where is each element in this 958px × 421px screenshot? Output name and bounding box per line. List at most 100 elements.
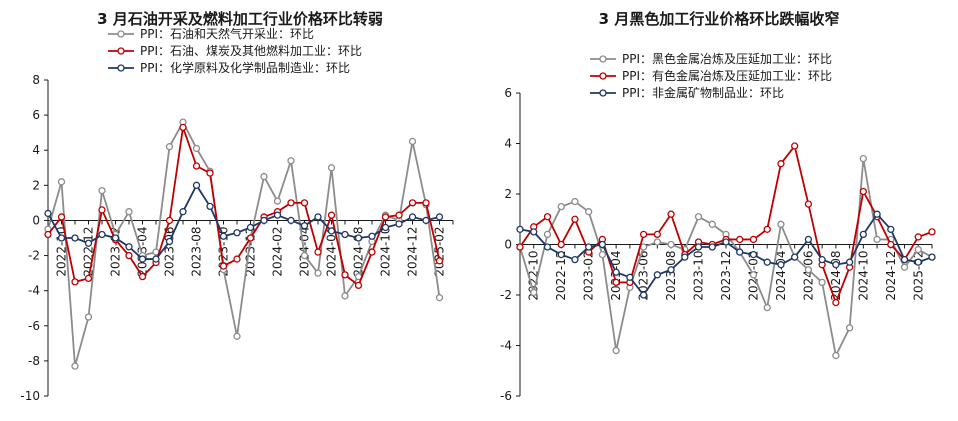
legend-label-2: PPI：化学原料及化学制品制造业：环比: [140, 60, 350, 75]
right-series-1-point: [763, 225, 771, 234]
right-series-0-point: [585, 208, 593, 216]
right-series-1-point: [543, 213, 552, 221]
x-tick-label: 2024-10: [379, 226, 393, 276]
left-series-1-point: [125, 251, 133, 260]
x-tick-label: 2024-10: [856, 251, 870, 301]
left-series-1-point: [408, 199, 417, 207]
left-series-2-point: [435, 213, 444, 221]
left-series-2-point: [300, 222, 309, 230]
right-series-0-point: [832, 351, 840, 360]
x-tick-label: 2023-12: [719, 251, 733, 301]
right-series-1-point: [571, 215, 579, 223]
left-series-2-point: [179, 208, 187, 216]
y-tick-label: -2: [28, 249, 40, 263]
left-series-1-point: [381, 213, 390, 221]
left-series-1-point: [233, 255, 241, 263]
x-tick-label: 2023-08: [664, 251, 678, 301]
right-series-0-point: [818, 278, 826, 287]
left-series-1-point: [422, 199, 430, 207]
left-series-2-point: [327, 227, 336, 235]
left-series-2-point: [233, 229, 241, 237]
right-series-2-point: [928, 253, 936, 261]
right-series-2-point: [832, 261, 840, 269]
left-series-1-point: [300, 199, 309, 207]
legend-marker-1: [117, 47, 125, 55]
left-series-2-point: [408, 213, 417, 221]
left-chart-panel: 3 月石油开采及燃料加工行业价格环比转弱 8 6 4 2 0 -2 -4 -6 -8 -10 202…: [20, 10, 454, 403]
right-series-2-point: [736, 248, 744, 256]
left-series-1-point: [341, 271, 349, 279]
right-series-2-point: [708, 243, 716, 251]
y-tick-label: 0: [32, 213, 40, 227]
left-series-2-point: [71, 234, 79, 242]
x-tick-label: 2023-10: [692, 250, 706, 300]
left-series-2-point: [165, 237, 174, 246]
y-tick-label: 4: [32, 143, 40, 157]
x-tick-label: 2022-10: [527, 251, 541, 301]
left-series-0-point: [192, 144, 201, 153]
right-series-0-point: [873, 235, 881, 244]
legend-label-1: PPI：有色金属冶炼及压延加工业：环比: [622, 68, 832, 83]
right-series-2-point: [681, 253, 689, 261]
y-tick-label: 2: [32, 178, 40, 192]
x-tick-label: 2024-08: [829, 251, 843, 301]
right-series-2-point: [763, 258, 771, 266]
left-series-1-point: [71, 278, 79, 286]
right-series-2-point: [777, 261, 785, 269]
left-series-2-point: [192, 181, 201, 189]
right-series-2-point: [530, 228, 538, 236]
left-series-1-point: [98, 206, 106, 214]
left-series-0-point: [71, 362, 79, 370]
right-series-0-point: [708, 220, 716, 228]
right-series-2-point: [626, 273, 634, 281]
left-series-0-point: [327, 164, 336, 172]
left-series-2-point: [287, 216, 295, 225]
right-series-2-point: [818, 255, 826, 264]
right-series-0-point: [859, 154, 867, 163]
right-series-1-point: [749, 235, 758, 244]
left-series-1-point: [44, 230, 52, 239]
x-tick-label: 2023-06: [163, 226, 177, 276]
right-series-2-point: [791, 253, 799, 261]
right-series-1-point: [859, 187, 867, 196]
left-series-2-point: [125, 243, 133, 251]
right-series-2-point: [612, 268, 620, 276]
right-series-2-point: [859, 230, 867, 239]
left-chart-title: 3 月石油开采及燃料加工行业价格环比转弱: [97, 10, 383, 28]
x-tick-label: 2025-02: [433, 226, 447, 276]
left-series-2-point: [57, 234, 66, 242]
right-series-0-point: [612, 346, 620, 355]
right-series-1-point: [832, 298, 840, 307]
y-tick-label: 6: [504, 86, 512, 100]
x-tick-label: 2024-12: [884, 251, 898, 301]
right-series-2-point: [639, 291, 648, 299]
left-series-2-point: [111, 234, 120, 242]
left-series-line-1: [47, 127, 441, 287]
right-series-1-point: [557, 240, 565, 249]
left-series-1-point: [138, 272, 147, 281]
right-series-1-point: [653, 230, 661, 239]
right-series-2-point: [557, 250, 565, 259]
left-series-0-point: [314, 269, 322, 277]
left-series-2-point: [84, 239, 93, 247]
legend-marker-0: [117, 30, 125, 38]
right-series-2-point: [749, 250, 758, 259]
left-series-1-point: [192, 162, 201, 170]
right-series-0-point: [804, 266, 813, 274]
y-tick-label: 8: [32, 73, 40, 87]
x-tick-label: 2022-12: [554, 251, 568, 301]
left-series-2-point: [341, 230, 349, 239]
y-tick-label: -6: [28, 319, 40, 333]
right-series-2-point: [694, 243, 703, 251]
left-series-1-point: [165, 216, 174, 225]
y-tick-label: -8: [28, 354, 40, 368]
left-series-2-point: [138, 255, 147, 263]
left-series-0-point: [165, 143, 174, 151]
left-series-2-point: [354, 234, 363, 242]
right-series-1-point: [667, 210, 675, 218]
left-series-2-point: [246, 223, 255, 232]
right-series-2-point: [845, 258, 854, 266]
left-series-2-point: [260, 216, 268, 225]
legend-label-1: PPI：石油、煤炭及其他燃料加工业：环比: [140, 43, 362, 58]
right-series-2-point: [873, 210, 881, 218]
